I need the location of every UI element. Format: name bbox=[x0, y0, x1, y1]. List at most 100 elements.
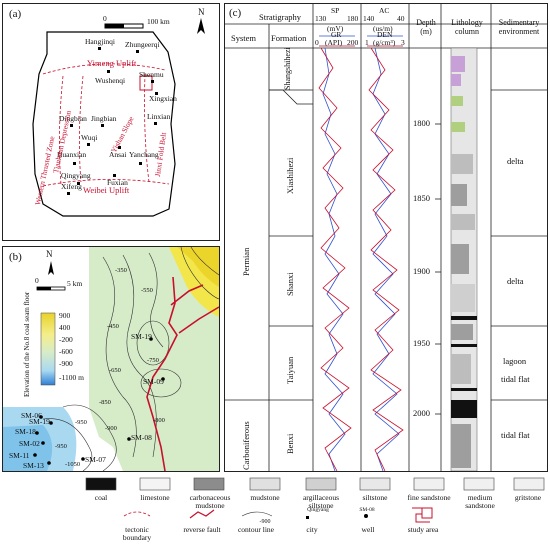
gr-unit: (API) bbox=[325, 38, 343, 47]
contour-label: -950 bbox=[75, 419, 87, 426]
contour-label: -450 bbox=[107, 323, 119, 330]
scale-a-zero: 0 bbox=[103, 14, 107, 23]
legend-contour-sample: -900 bbox=[259, 519, 271, 525]
city-label: Qingyang bbox=[61, 171, 91, 180]
gr-max: 200 bbox=[347, 38, 359, 47]
sp-max: 180 bbox=[347, 14, 359, 23]
region-label: Yimeng Uplift bbox=[87, 58, 137, 68]
well-label: SM-06 bbox=[21, 411, 42, 420]
env-label: delta bbox=[507, 156, 524, 166]
well-label: SM-09 bbox=[143, 377, 164, 386]
scale-b-zero: 0 bbox=[35, 276, 39, 285]
ac-max: 40 bbox=[397, 14, 405, 23]
legend-city: city bbox=[306, 525, 318, 534]
legend-siltstone: siltstone bbox=[362, 493, 388, 502]
contour-label: -900 bbox=[105, 425, 117, 432]
city-label: Zhungeerqi bbox=[125, 40, 160, 49]
city-label: Dingbian bbox=[59, 114, 87, 123]
well-label: SM-02 bbox=[19, 439, 40, 448]
legend-value: -600 bbox=[59, 347, 73, 356]
gr-min: 0 bbox=[315, 38, 319, 47]
depth-label: 1800 bbox=[413, 118, 430, 128]
env-label: tidal flat bbox=[501, 374, 530, 384]
legend-gritstone: gritstone bbox=[514, 493, 542, 502]
legend-mudstone: mudstone bbox=[250, 493, 280, 502]
panel-a-label: (a) bbox=[9, 8, 22, 20]
legend-reverse-fault: reverse fault bbox=[183, 525, 221, 534]
elevation-legend-title: Elevation of the No.8 coal seam floor bbox=[23, 291, 31, 397]
formation-label: Shangshihezi bbox=[283, 47, 292, 90]
city-label: Xifeng bbox=[61, 182, 82, 191]
city-label: Yanchang bbox=[129, 150, 159, 159]
contour-label: -550 bbox=[141, 287, 153, 294]
system-permian: Permian bbox=[241, 247, 251, 276]
den-label: DEN bbox=[377, 30, 393, 39]
scale-a-text: 100 km bbox=[147, 17, 170, 26]
sp-unit: (mV) bbox=[327, 24, 344, 33]
contour-label: -800 bbox=[153, 417, 165, 424]
legend-value: 400 bbox=[59, 323, 71, 332]
legend-tectonic-boundary: tectonic boundary bbox=[122, 525, 152, 542]
gr-label: GR bbox=[331, 30, 342, 39]
depth-label: 1900 bbox=[413, 266, 430, 276]
legend-city-sample: Qingyang bbox=[307, 507, 329, 513]
legend-value: 900 bbox=[59, 311, 71, 320]
panel-a: (a) bbox=[2, 3, 220, 241]
legend-value: -900 bbox=[59, 359, 73, 368]
city-label: Linxian bbox=[147, 112, 171, 121]
stratigraphic-column bbox=[225, 4, 547, 471]
city-label: Jingbian bbox=[91, 114, 117, 123]
scale-b-text: 5 km bbox=[67, 279, 83, 288]
panel-b: (b) N 0 5 km Elevation of the No.8 coal … bbox=[2, 246, 220, 472]
city-label: Wuqi bbox=[81, 133, 98, 142]
legend-value: -200 bbox=[59, 335, 73, 344]
panel-b-label: (b) bbox=[9, 251, 22, 263]
env-label: lagoon bbox=[503, 356, 527, 366]
header-formation: Formation bbox=[271, 33, 307, 43]
contour-label: -350 bbox=[115, 267, 127, 274]
ac-min: 140 bbox=[363, 14, 375, 23]
legend-study-area: study area bbox=[407, 525, 439, 534]
city-label: Wushenqi bbox=[95, 76, 126, 85]
depth-label: 1850 bbox=[413, 193, 430, 203]
legend-contour-line: contour line bbox=[237, 525, 275, 534]
formation-label: Shanxi bbox=[285, 272, 295, 296]
well-label: SM-18 bbox=[15, 427, 36, 436]
contour-label: -650 bbox=[109, 367, 121, 374]
den-unit: (g/cm³) bbox=[373, 38, 396, 47]
contour-label: -950 bbox=[55, 443, 67, 450]
ac-label: AC bbox=[379, 6, 390, 15]
city-label: Shenmu bbox=[139, 70, 164, 79]
header-stratigraphy: Stratigraphy bbox=[259, 12, 302, 22]
formation-label: Taiyuan bbox=[285, 356, 295, 384]
system-carboniferous: Carboniferous bbox=[241, 421, 251, 470]
legend-well-sample: SM-08 bbox=[359, 507, 375, 513]
den-max: 3 bbox=[401, 38, 405, 47]
contour-label: -1050 bbox=[65, 461, 81, 468]
legend-value: -1100 m bbox=[59, 373, 84, 382]
panel-a-map bbox=[32, 18, 205, 217]
panel-c-label: (c) bbox=[229, 7, 242, 19]
well-label: SM-19 bbox=[29, 417, 50, 426]
city-label: Hangjinqi bbox=[85, 37, 115, 46]
panel-c: (c) Stratigraphy System Formation SP 130… bbox=[224, 3, 548, 472]
well-label: SM-07 bbox=[85, 455, 106, 464]
legend-argillaceous-siltstone: argillaceous siltstone bbox=[302, 493, 340, 510]
ac-unit: (us/m) bbox=[373, 24, 393, 33]
legend-medium-sandstone: medium sandstone bbox=[465, 493, 495, 510]
legend-swatches bbox=[85, 477, 545, 523]
well-label: SM-08 bbox=[131, 433, 152, 442]
legend: coal limestone carbonaceous mudstone mud… bbox=[2, 474, 548, 554]
legend-coal: coal bbox=[94, 493, 108, 502]
north-b: N bbox=[46, 249, 53, 259]
panel-b-map bbox=[3, 247, 219, 471]
well-label: SM-11 bbox=[9, 451, 30, 460]
formation-label: Xiashihezi bbox=[285, 157, 295, 194]
city-label: Xingxian bbox=[149, 94, 177, 103]
city-label: Huanxian bbox=[57, 150, 87, 159]
header-lithology: Lithology column bbox=[451, 18, 483, 36]
well-label: SM-19 bbox=[131, 332, 152, 341]
city-label: Fuxian bbox=[107, 178, 128, 187]
legend-well: well bbox=[361, 525, 375, 534]
header-system: System bbox=[231, 33, 257, 43]
